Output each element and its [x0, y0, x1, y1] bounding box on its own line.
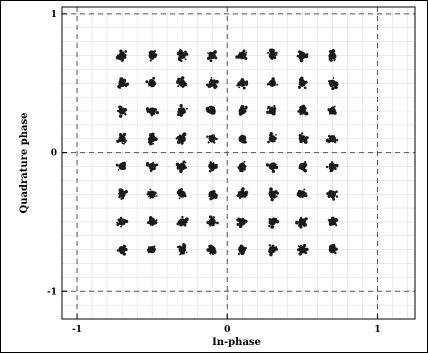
y-tick-label: 0 [51, 149, 57, 159]
constellation-point [328, 243, 338, 255]
constellation-point [235, 49, 248, 60]
y-axis-label: Quadrature phase [19, 113, 30, 214]
constellation-point [237, 160, 247, 173]
constellation-point [237, 244, 247, 256]
constellation-point [205, 77, 219, 89]
constellation-point [265, 162, 279, 174]
constellation-point [116, 132, 128, 145]
constellation-point [117, 77, 130, 90]
constellation-point [116, 105, 128, 118]
constellation-point [175, 160, 188, 174]
constellation-point [208, 190, 218, 201]
plot-area [61, 6, 416, 320]
constellation-point [267, 132, 277, 144]
axis-ticks: -1 0 1 -1 0 1 [47, 10, 381, 335]
constellation-point [268, 217, 280, 229]
constellation-point [147, 245, 156, 254]
constellation-point [327, 216, 339, 227]
grid-lines [62, 7, 415, 319]
constellation-point [208, 161, 218, 173]
constellation-point [297, 104, 309, 116]
constellation-point [206, 215, 219, 227]
constellation-point [145, 161, 159, 172]
constellation-point [236, 78, 249, 90]
constellation-point [295, 216, 308, 229]
constellation-point [116, 244, 128, 256]
constellation-point [176, 215, 189, 227]
constellation-point [268, 187, 279, 202]
constellation-point [266, 77, 279, 87]
constellation-point [147, 132, 158, 146]
constellation-point [146, 215, 158, 227]
constellation-point [297, 243, 309, 256]
constellation-points [115, 48, 339, 257]
constellation-point [238, 104, 248, 116]
constellation-point [176, 243, 188, 256]
constellation-point [327, 77, 339, 91]
constellation-point [176, 49, 189, 63]
constellation-point [176, 188, 187, 200]
constellation-point [296, 50, 309, 63]
constellation-point [266, 104, 277, 116]
constellation-point [206, 134, 218, 144]
constellation-point [325, 134, 339, 144]
constellation-point [236, 187, 249, 200]
x-tick-label: 0 [224, 325, 230, 335]
constellation-point [297, 76, 308, 90]
constellation-point [296, 188, 308, 198]
constellation-point [205, 105, 216, 115]
constellation-point [145, 107, 159, 117]
constellation-point [238, 134, 248, 144]
constellation-point [176, 104, 188, 117]
constellation-point [298, 160, 308, 173]
constellation-point [268, 244, 279, 257]
constellation-point [148, 50, 158, 62]
constellation-point [175, 132, 187, 145]
constellation-point [206, 50, 218, 63]
constellation-point [326, 189, 339, 201]
constellation-point [118, 188, 128, 200]
constellation-point [115, 49, 128, 62]
x-axis-label: In-phase [212, 337, 261, 348]
y-tick-label: 1 [51, 10, 57, 20]
constellation-point [145, 76, 157, 88]
constellation-point [328, 49, 337, 62]
constellation-point [115, 161, 127, 171]
constellation-point [325, 161, 339, 173]
x-tick-label: -1 [72, 325, 82, 335]
constellation-point [206, 244, 217, 255]
x-tick-label: 1 [374, 325, 380, 335]
y-tick-label: -1 [47, 287, 57, 297]
reference-lines [62, 7, 415, 319]
constellation-point [298, 132, 309, 144]
constellation-point [236, 217, 248, 229]
constellation-point [116, 216, 129, 228]
constellation-point [146, 188, 158, 199]
constellation-point [176, 76, 188, 88]
constellation-point [327, 105, 337, 115]
constellation-point [267, 48, 278, 60]
